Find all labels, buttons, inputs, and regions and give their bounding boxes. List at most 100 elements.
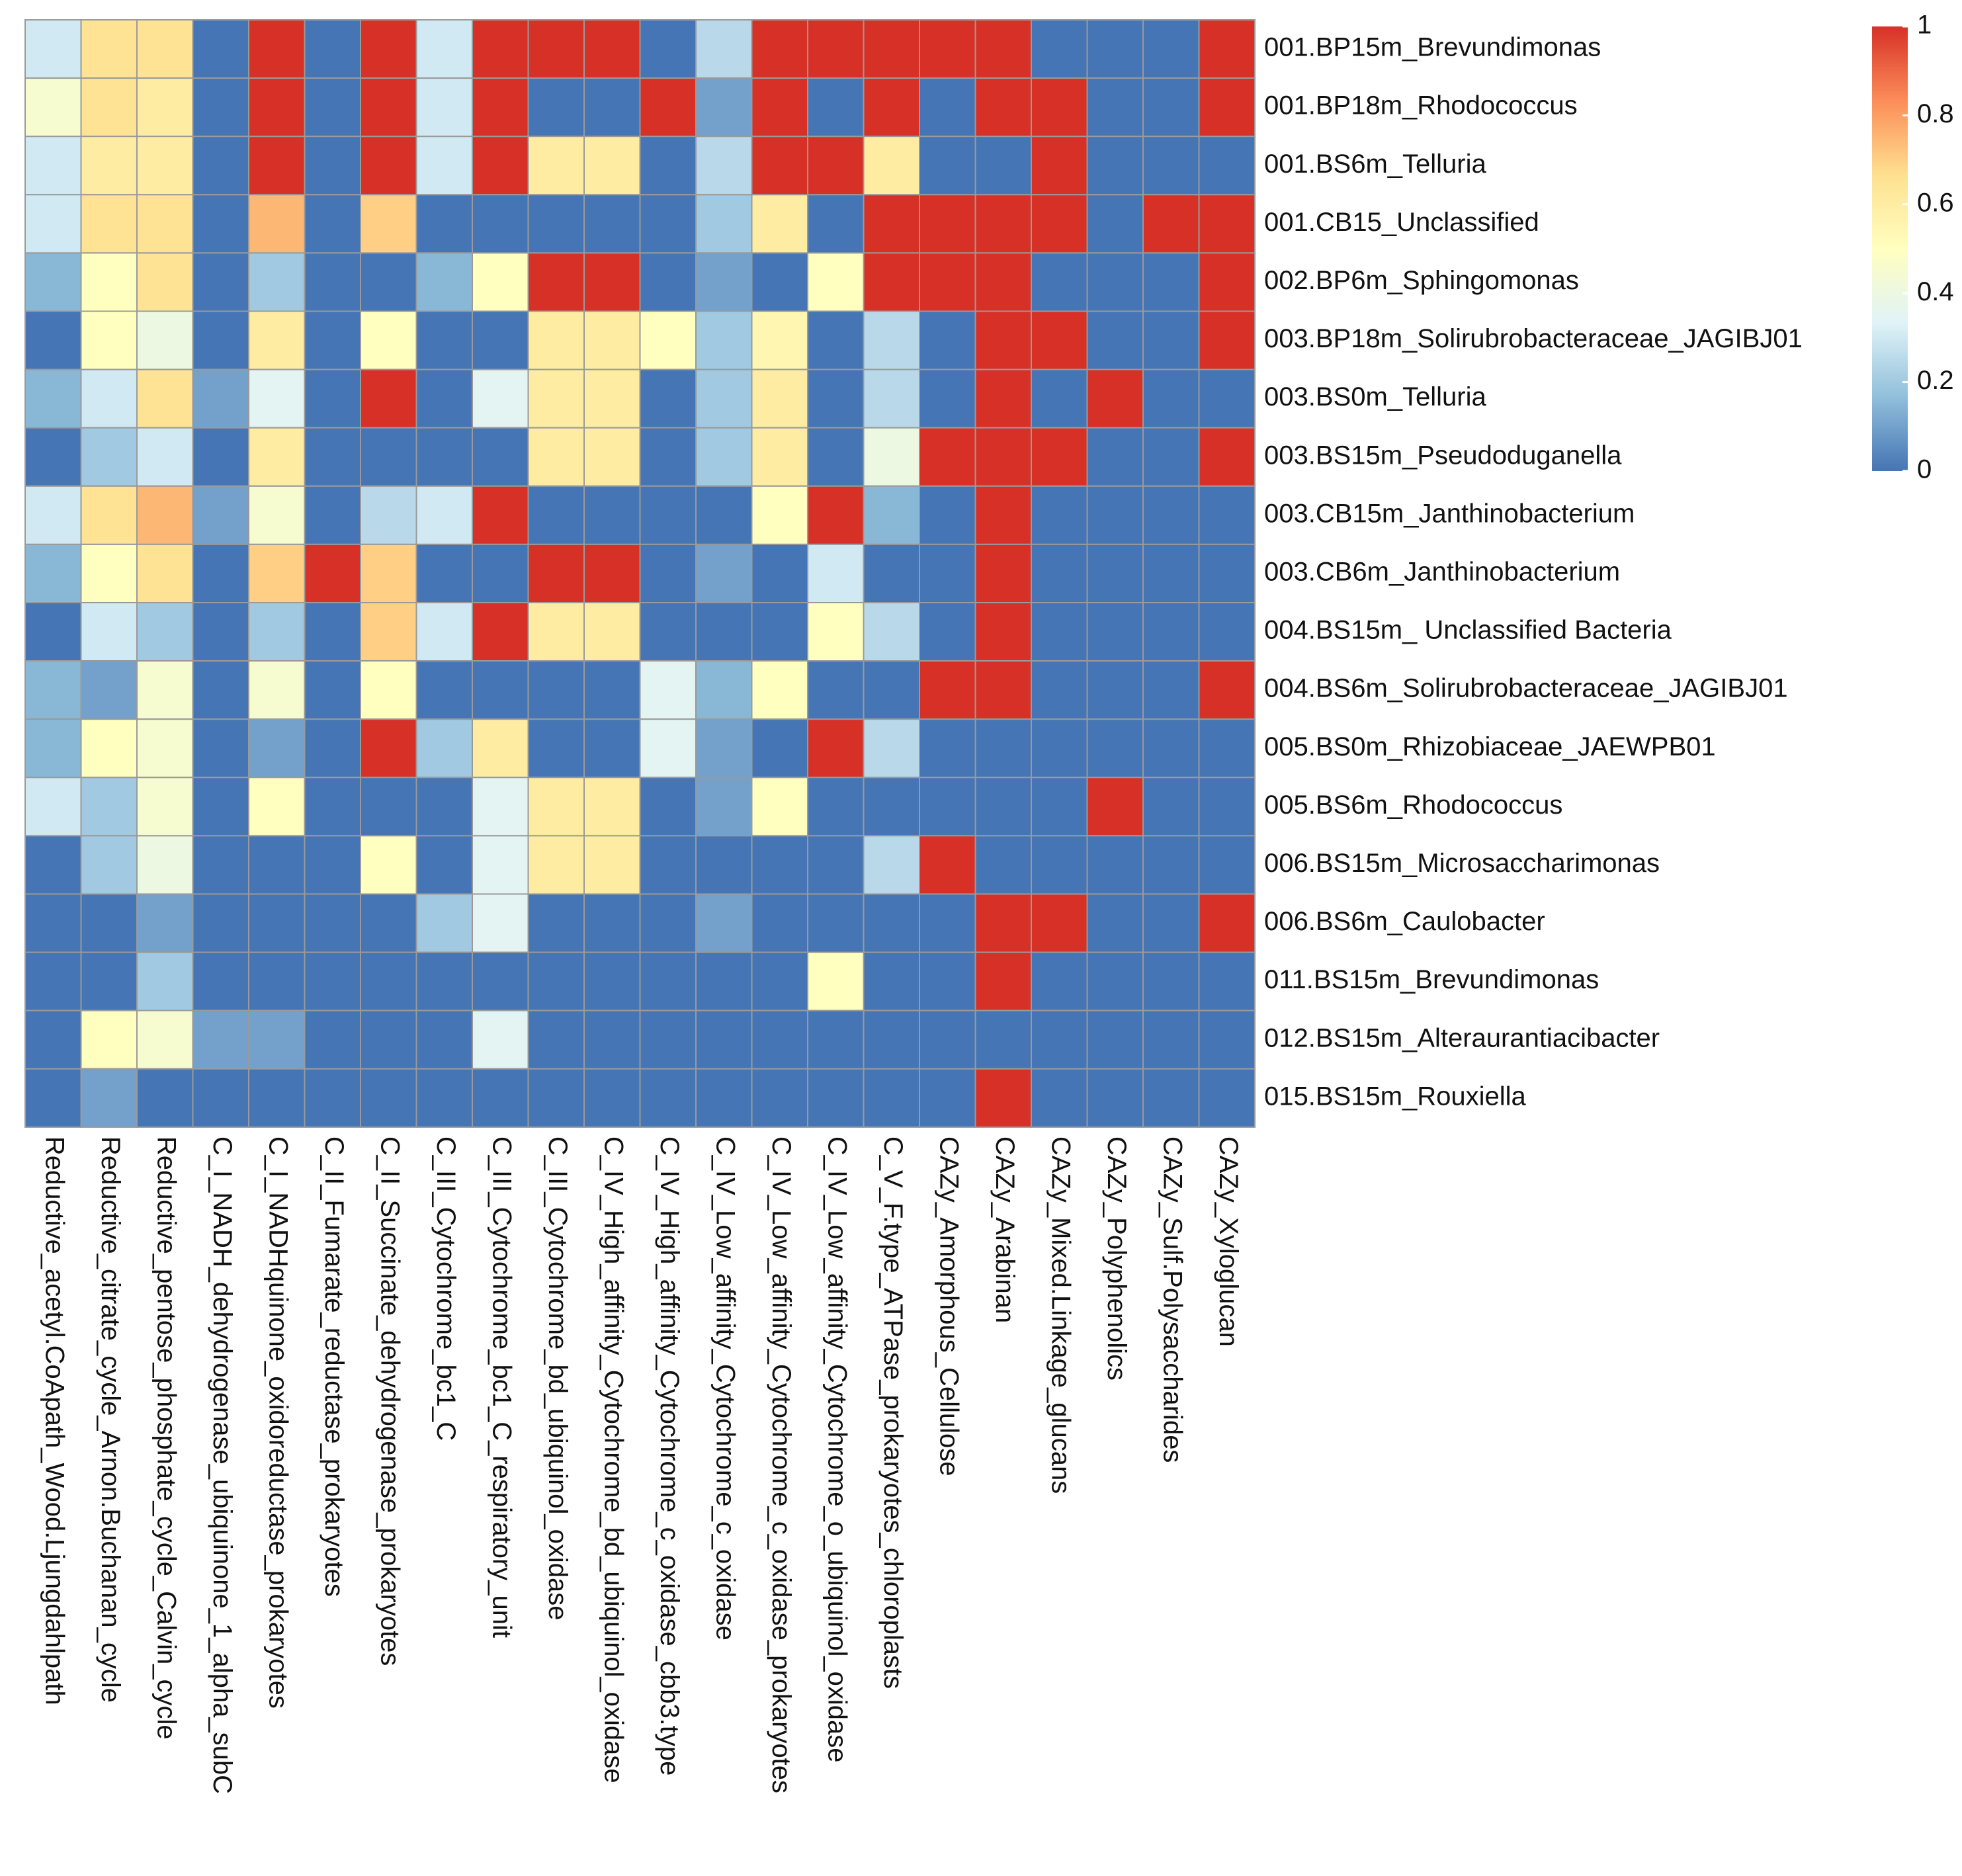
heatmap-cell	[695, 252, 753, 312]
heatmap-cell	[863, 718, 920, 779]
heatmap-cell	[248, 136, 306, 196]
heatmap-cell	[1086, 427, 1144, 487]
heatmap-cell	[136, 368, 194, 429]
heatmap-cell	[1142, 19, 1200, 79]
heatmap-cell	[472, 660, 529, 720]
heatmap-cell	[807, 19, 865, 79]
row-label: 003.BS15m_Pseudoduganella	[1264, 441, 1622, 470]
heatmap-cell	[1198, 777, 1256, 837]
heatmap-cell	[136, 951, 194, 1011]
heatmap-cell	[472, 427, 529, 487]
heatmap-cell	[415, 427, 473, 487]
heatmap-cell	[863, 427, 920, 487]
column-label: Reductive_citrate_cycle_Arnon.Buchanan_c…	[96, 1136, 125, 1703]
heatmap-cell	[304, 136, 361, 196]
heatmap-cell	[472, 543, 529, 604]
heatmap-cell	[136, 543, 194, 604]
heatmap-cell	[1142, 893, 1200, 953]
heatmap-cell	[304, 252, 361, 312]
heatmap-cell	[1086, 835, 1144, 895]
heatmap-cell	[695, 602, 753, 662]
heatmap-cell	[248, 893, 306, 953]
heatmap-cell	[136, 19, 194, 79]
heatmap-cell	[80, 194, 138, 254]
column-label: C_III_Cytochrome_bc1_C_respiratory_unit	[488, 1136, 517, 1638]
heatmap-cell	[472, 252, 529, 312]
heatmap-cell	[1198, 252, 1256, 312]
heatmap-cell	[192, 194, 249, 254]
heatmap-cell	[1031, 194, 1088, 254]
legend-ticks: 0 0.2 0.4 0.6 0.8 1	[1902, 11, 1954, 484]
row-label: 001.BP15m_Brevundimonas	[1264, 33, 1601, 62]
column-label: C_IV_Low_affinity_Cytochrome_o_ubiquinol…	[823, 1136, 852, 1763]
heatmap-cell	[472, 310, 529, 370]
heatmap-cell	[974, 310, 1032, 370]
heatmap-cell	[304, 660, 361, 720]
heatmap-cell	[1198, 893, 1256, 953]
heatmap-cell	[583, 835, 641, 895]
heatmap-cell	[1142, 368, 1200, 429]
heatmap-cell	[304, 951, 361, 1011]
heatmap-cell	[192, 485, 249, 545]
heatmap-cell	[248, 1068, 306, 1128]
heatmap-cell	[1031, 1068, 1088, 1128]
heatmap-cell	[248, 543, 306, 604]
heatmap-cell	[136, 136, 194, 196]
heatmap-cell	[248, 718, 306, 779]
heatmap-cell	[639, 951, 697, 1011]
color-legend: 0 0.2 0.4 0.6 0.8 1	[1872, 11, 1954, 484]
legend-tick-label: 1	[1917, 11, 1932, 40]
heatmap-cell	[527, 485, 585, 545]
heatmap-cell	[919, 1068, 976, 1128]
heatmap-cell	[527, 777, 585, 837]
heatmap-cell	[1086, 893, 1144, 953]
heatmap-cell	[248, 427, 306, 487]
heatmap-cell	[1198, 310, 1256, 370]
heatmap-cell	[304, 485, 361, 545]
heatmap-cell	[136, 835, 194, 895]
heatmap-cell	[1031, 368, 1088, 429]
heatmap-cell	[24, 1068, 82, 1128]
heatmap-cell	[863, 136, 920, 196]
heatmap-cell	[1031, 777, 1088, 837]
heatmap-cell	[192, 543, 249, 604]
column-label: C_IV_High_affinity_Cytochrome_c_oxidase_…	[655, 1136, 684, 1776]
heatmap-cell	[639, 1009, 697, 1070]
heatmap-cell	[360, 777, 417, 837]
heatmap-cell	[1198, 77, 1256, 138]
heatmap-cell	[136, 427, 194, 487]
heatmap-cell	[919, 893, 976, 953]
heatmap-cell	[192, 1009, 249, 1070]
heatmap-cell	[1086, 194, 1144, 254]
heatmap-cell	[974, 777, 1032, 837]
heatmap-cell	[527, 1009, 585, 1070]
heatmap-cell	[1086, 1009, 1144, 1070]
heatmap-cell	[360, 660, 417, 720]
heatmap-cell	[80, 136, 138, 196]
heatmap-cell	[304, 77, 361, 138]
heatmap-cell	[24, 77, 82, 138]
heatmap-cell	[192, 310, 249, 370]
heatmap-cell	[583, 252, 641, 312]
heatmap-cell	[1031, 427, 1088, 487]
column-label: CAZy_Sulf.Polysaccharides	[1158, 1136, 1187, 1463]
heatmap-cell	[583, 777, 641, 837]
heatmap-cell	[304, 1068, 361, 1128]
row-label: 003.BP18m_Solirubrobacteraceae_JAGIBJ01	[1264, 324, 1803, 353]
heatmap-cell	[472, 718, 529, 779]
heatmap-cell	[695, 368, 753, 429]
heatmap-cell	[583, 310, 641, 370]
heatmap-cell	[472, 951, 529, 1011]
heatmap-cell	[1086, 136, 1144, 196]
heatmap-cell	[1086, 310, 1144, 370]
heatmap-cell	[136, 77, 194, 138]
heatmap-cell	[863, 951, 920, 1011]
heatmap-cell	[751, 485, 808, 545]
heatmap-cell	[1198, 427, 1256, 487]
heatmap-cell	[863, 77, 920, 138]
heatmap-cell	[1198, 951, 1256, 1011]
heatmap-cell	[248, 194, 306, 254]
heatmap-cell	[583, 1068, 641, 1128]
heatmap-cell	[527, 893, 585, 953]
heatmap-cell	[1198, 368, 1256, 429]
